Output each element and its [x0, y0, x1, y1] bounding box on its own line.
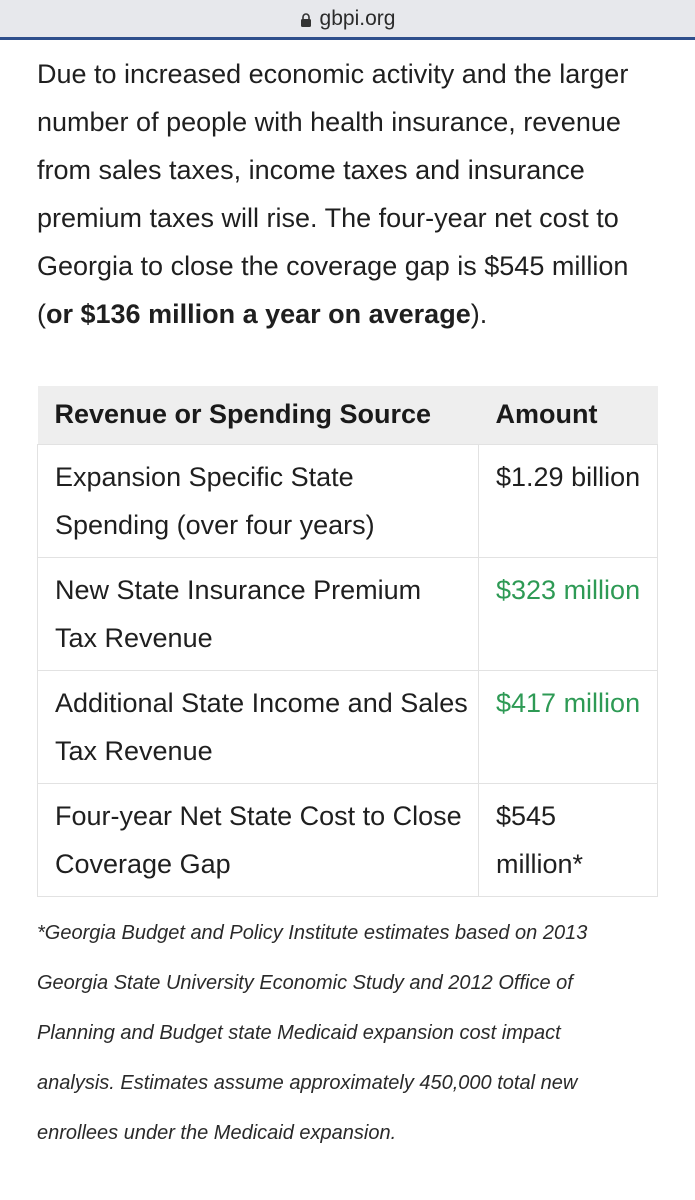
row-source: Additional State Income and Sales Tax Re… — [37, 669, 479, 784]
table-row: Expansion Specific State Spending (over … — [37, 443, 658, 558]
row-amount: $545 million* — [478, 782, 658, 897]
paragraph-bold-text: or $136 million a year on average — [46, 299, 471, 329]
row-amount: $1.29 billion — [478, 443, 658, 558]
paragraph-end: ). — [470, 299, 488, 329]
footnote: *Georgia Budget and Policy Institute est… — [37, 922, 588, 1144]
header-source: Revenue or Spending Source — [37, 386, 479, 444]
header-amount: Amount — [478, 386, 658, 444]
table-row: Four-year Net State Cost to Close Covera… — [37, 782, 658, 897]
table-row: New State Insurance Premium Tax Revenue … — [37, 556, 658, 671]
row-source: Four-year Net State Cost to Close Covera… — [37, 782, 479, 897]
row-amount: $323 million — [478, 556, 658, 671]
table-row: Additional State Income and Sales Tax Re… — [37, 669, 658, 784]
cost-table: Revenue or Spending Source Amount Expans… — [37, 386, 658, 897]
paragraph-text: Due to increased economic activity and t… — [37, 59, 629, 329]
lock-icon — [300, 12, 311, 27]
table-header-row: Revenue or Spending Source Amount — [37, 386, 658, 444]
row-source: New State Insurance Premium Tax Revenue — [37, 556, 479, 671]
row-source: Expansion Specific State Spending (over … — [37, 443, 479, 558]
url-host: gbpi.org — [319, 6, 396, 30]
article-paragraph: Due to increased economic activity and t… — [37, 50, 667, 338]
row-amount: $417 million — [478, 669, 658, 784]
address-bar[interactable]: gbpi.org — [0, 0, 695, 40]
